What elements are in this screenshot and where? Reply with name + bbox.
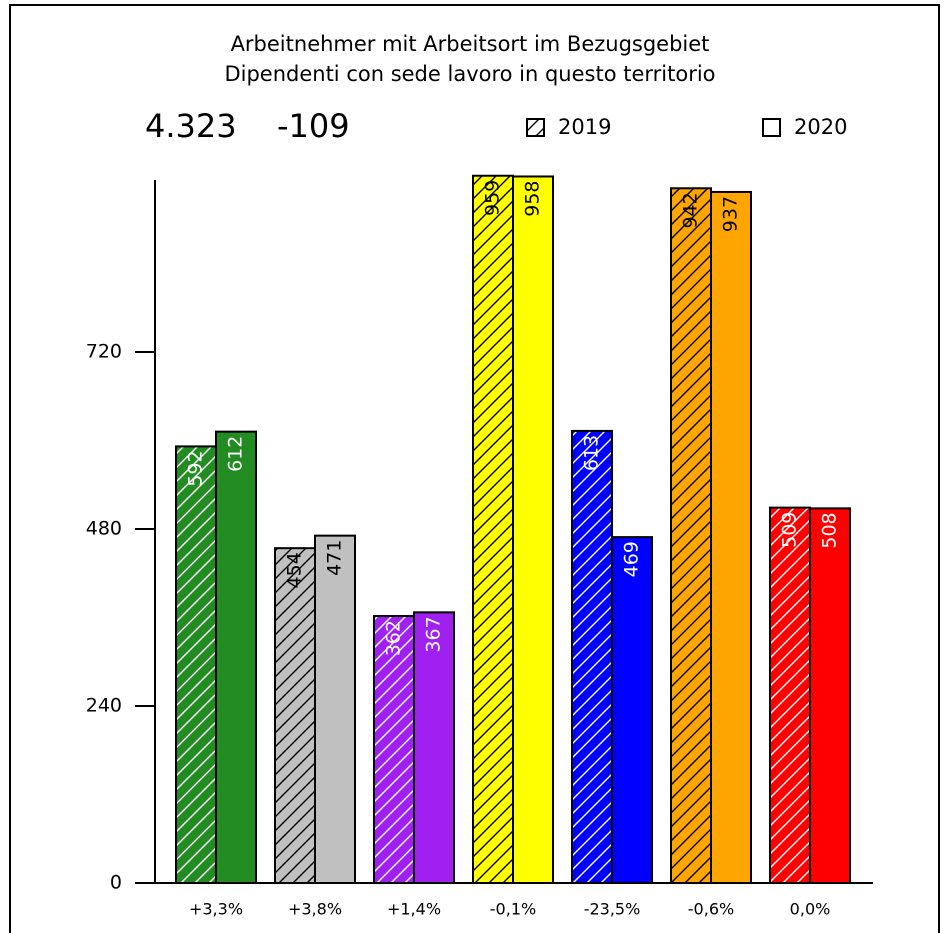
x-tick-label: -0,6% [688, 900, 734, 919]
value-label: 958 [522, 180, 544, 216]
legend-swatch [526, 118, 545, 137]
value-label: 454 [284, 552, 306, 588]
x-tick-label: +3,8% [288, 900, 342, 919]
headline-total: 4.323 [145, 107, 237, 145]
bar [413, 611, 455, 885]
bar [175, 445, 217, 884]
bar [215, 430, 257, 884]
bar [472, 174, 514, 885]
bar [769, 506, 811, 884]
value-label: 937 [720, 196, 742, 232]
x-tick-label: -23,5% [584, 900, 641, 919]
value-label: 592 [185, 450, 207, 486]
bar [512, 175, 554, 885]
legend-label: 2019 [558, 115, 611, 139]
x-tick-label: +3,3% [189, 900, 243, 919]
y-tick-label: 0 [110, 872, 122, 894]
bar [809, 507, 851, 884]
y-tick-label: 480 [86, 518, 122, 540]
x-tick-label: -0,1% [490, 900, 536, 919]
y-tick-label: 720 [86, 341, 122, 363]
value-label: 613 [581, 435, 603, 471]
value-label: 469 [621, 541, 643, 577]
headline-change: -109 [277, 107, 350, 145]
y-tick-label: 240 [86, 695, 122, 717]
value-label: 942 [680, 192, 702, 228]
value-label: 612 [225, 436, 247, 472]
bar [274, 547, 316, 884]
value-label: 367 [423, 616, 445, 652]
legend-swatch [762, 118, 781, 137]
value-label: 959 [482, 180, 504, 216]
bar [571, 429, 613, 884]
chart-subtitle: Dipendenti con sede lavoro in questo ter… [224, 62, 715, 86]
value-label: 471 [324, 540, 346, 576]
legend-label: 2020 [794, 115, 847, 139]
value-label: 509 [779, 512, 801, 548]
value-label: 508 [819, 512, 841, 548]
x-tick-label: +1,4% [387, 900, 441, 919]
chart-title: Arbeitnehmer mit Arbeitsort im Bezugsgeb… [231, 32, 710, 56]
bar [670, 187, 712, 884]
bar [710, 190, 752, 884]
bar [314, 534, 356, 884]
value-label: 362 [383, 620, 405, 656]
bar [611, 536, 653, 884]
x-tick-label: 0,0% [790, 900, 831, 919]
